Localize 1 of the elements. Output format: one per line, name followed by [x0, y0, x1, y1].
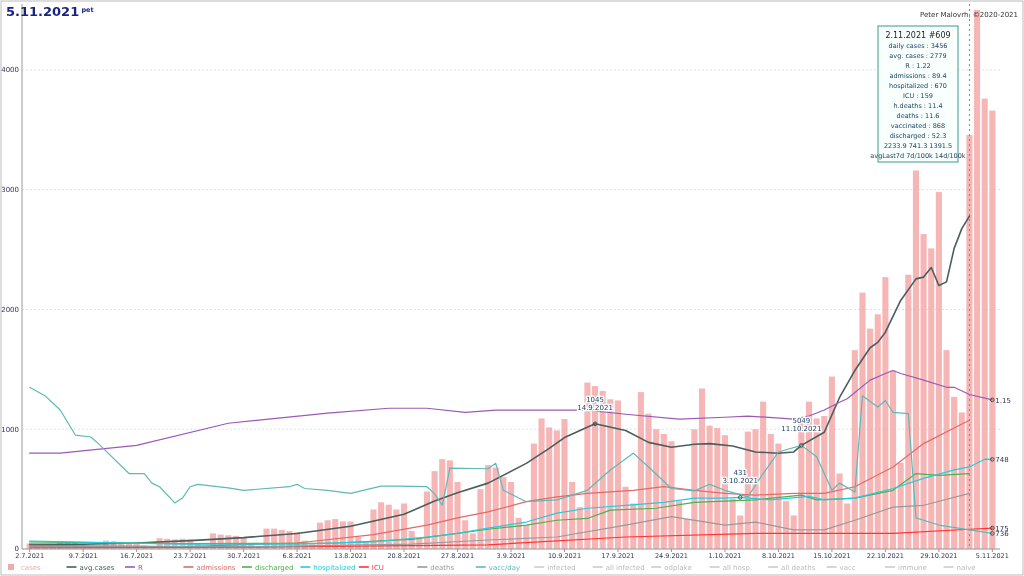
chart-title: 5.11.2021$^{pet}$	[6, 4, 94, 19]
